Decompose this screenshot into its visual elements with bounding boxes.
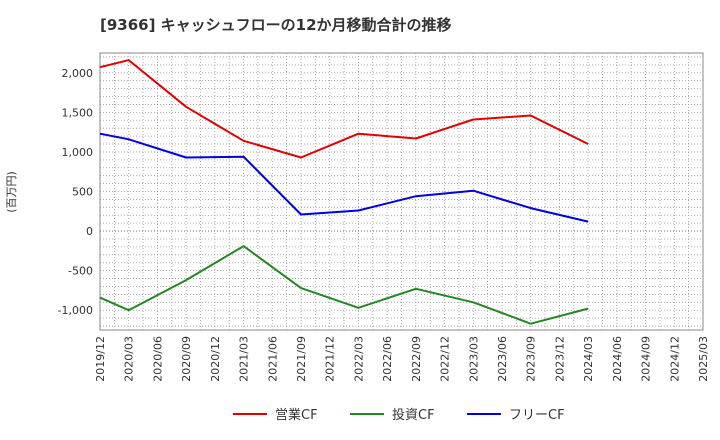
x-tick-label: 2023/12 [553,336,566,382]
y-tick-label: -1,000 [58,304,93,317]
series-lines [99,59,589,325]
x-tick-label: 2022/06 [381,336,394,382]
x-tick-label: 2024/03 [582,336,595,382]
x-tick-label: 2022/12 [439,336,452,382]
chart-title: [9366] キャッシュフローの12か月移動合計の推移 [100,16,452,34]
x-tick-label: 2021/06 [266,336,279,382]
legend-label: 投資CF [392,407,435,423]
x-tick-label: 2020/09 [180,336,193,382]
x-tick-label: 2024/09 [640,336,653,382]
y-tick-label: 1,500 [62,106,94,119]
grid [100,53,703,330]
x-tick-label: 2025/03 [697,336,710,382]
y-tick-label: 0 [86,225,93,238]
y-tick-label: 2,000 [62,67,94,80]
x-tick-label: 2021/03 [238,336,251,382]
series-line-1 [99,245,589,325]
x-tick-label: 2023/09 [525,336,538,382]
axes: 2,000 1,500 1,000 500 0 -500 -1,000 2019/12 2020… [58,67,710,382]
x-tick-label: 2021/09 [295,336,308,382]
legend-label: 営業CF [275,407,318,423]
series-line-2 [99,132,589,223]
series-line-0 [99,59,589,159]
y-tick-label: 1,000 [62,146,94,159]
legend-label: フリーCF [509,408,565,423]
x-tick-label: 2020/12 [209,336,222,382]
x-tick-label: 2024/06 [611,336,624,382]
y-tick-label: -500 [68,265,93,278]
x-tick-label: 2022/03 [352,336,365,382]
y-axis-label: (百万円) [5,171,18,213]
x-tick-label: 2020/03 [123,336,136,382]
x-tick-label: 2024/12 [668,336,681,382]
legend: 営業CF 投資CF フリーCF [233,407,565,423]
x-tick-label: 2021/12 [324,336,337,382]
x-tick-label: 2023/06 [496,336,509,382]
x-tick-label: 2022/09 [410,336,423,382]
x-tick-label: 2020/06 [151,336,164,382]
x-tick-label: 2023/03 [467,336,480,382]
x-tick-label: 2019/12 [94,336,107,382]
y-tick-label: 500 [72,186,93,199]
